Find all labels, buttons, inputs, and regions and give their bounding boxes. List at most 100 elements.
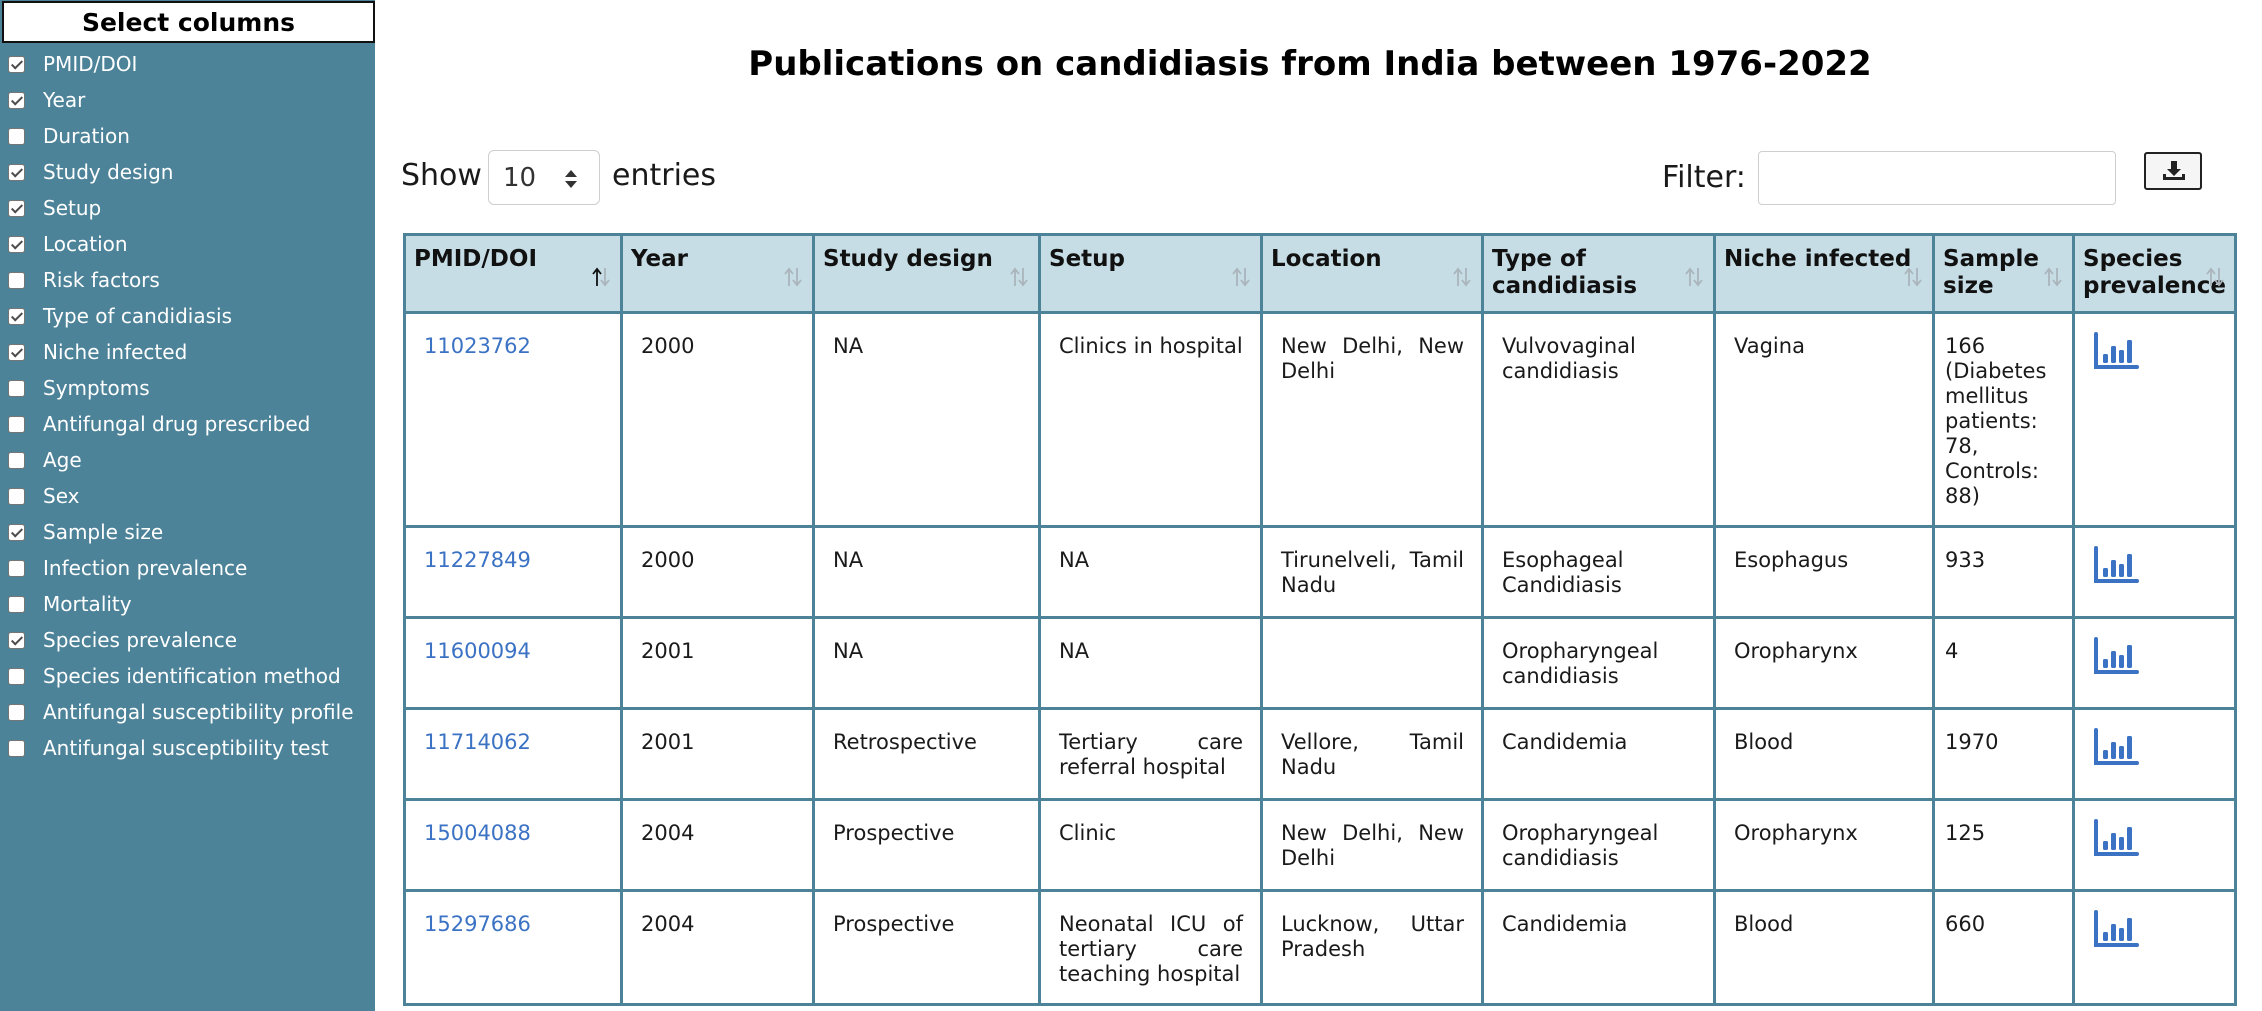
column-toggle-item[interactable]: Age (0, 442, 354, 478)
column-header[interactable]: Study design (812, 233, 1041, 314)
sort-icon[interactable] (2206, 266, 2224, 295)
column-toggle-item[interactable]: Location (0, 226, 354, 262)
column-checkbox[interactable] (8, 307, 25, 325)
column-checkbox[interactable] (8, 55, 25, 73)
column-checkbox[interactable] (8, 235, 25, 253)
column-toggle-item[interactable]: Year (0, 82, 354, 118)
table-body: 11023762 2000 NA Clinics in hospital New Del… (403, 311, 2237, 1006)
column-header[interactable]: Location (1260, 233, 1484, 314)
column-toggle-label: Species prevalence (43, 628, 238, 652)
entries-per-page-select[interactable]: 10 (488, 150, 600, 205)
pmid-link[interactable]: 11600094 (424, 639, 531, 663)
column-checkbox[interactable] (8, 523, 25, 541)
column-toggle-item[interactable]: Study design (0, 154, 354, 190)
column-toggle-item[interactable]: Antifungal susceptibility test (0, 730, 354, 766)
column-toggle-item[interactable]: Sample size (0, 514, 354, 550)
column-checkbox[interactable] (8, 343, 25, 361)
cell-niche: Esophagus (1713, 525, 1935, 619)
pmid-link[interactable]: 11227849 (424, 548, 531, 572)
column-toggle-item[interactable]: Duration (0, 118, 354, 154)
cell-location (1260, 616, 1484, 710)
column-checkbox[interactable] (8, 415, 25, 433)
column-toggle-item[interactable]: Antifungal susceptibility profile (0, 694, 354, 730)
column-toggle-label: Symptoms (43, 376, 150, 400)
sort-icon[interactable] (1685, 266, 1703, 295)
column-header[interactable]: Species prevalence (2072, 233, 2237, 314)
column-header-label: Setup (1049, 246, 1125, 272)
column-toggle-item[interactable]: Infection prevalence (0, 550, 354, 586)
column-toggle-label: Age (43, 448, 82, 472)
column-header[interactable]: Type of candidiasis (1481, 233, 1716, 314)
sort-icon[interactable] (1010, 266, 1028, 295)
bar-chart-icon[interactable] (2093, 819, 2220, 865)
column-toggle-label: Setup (43, 196, 102, 220)
page-title: Publications on candidiasis from India b… (748, 44, 1872, 84)
sort-icon[interactable] (2044, 266, 2062, 295)
pmid-link[interactable]: 11714062 (424, 730, 531, 754)
cell-sample: 660 (1932, 889, 2075, 1006)
cell-pmid: 11227849 (403, 525, 623, 619)
cell-design: NA (812, 616, 1041, 710)
cell-setup: Neonatal ICU of tertiary care teaching h… (1038, 889, 1263, 1006)
column-toggle-item[interactable]: Type of candidiasis (0, 298, 354, 334)
bar-chart-icon[interactable] (2093, 910, 2220, 956)
column-checkbox[interactable] (8, 559, 25, 577)
column-checkbox[interactable] (8, 739, 25, 757)
column-toggle-label: Duration (43, 124, 130, 148)
column-header-label: Year (631, 246, 689, 272)
sort-icon[interactable] (784, 266, 802, 295)
column-toggle-item[interactable]: Antifungal drug prescribed (0, 406, 354, 442)
sort-icon[interactable] (1904, 266, 1922, 295)
bar-chart-icon[interactable] (2093, 637, 2220, 683)
cell-year: 2004 (620, 798, 815, 892)
spinner-up-icon (565, 170, 577, 177)
column-checkbox[interactable] (8, 631, 25, 649)
cell-location: Vellore, Tamil Nadu (1260, 707, 1484, 801)
column-checkbox[interactable] (8, 451, 25, 469)
cell-setup: Clinic (1038, 798, 1263, 892)
pmid-link[interactable]: 11023762 (424, 334, 531, 358)
column-checkbox[interactable] (8, 199, 25, 217)
cell-pmid: 15004088 (403, 798, 623, 892)
column-header-label: Location (1271, 246, 1382, 272)
column-toggle-item[interactable]: Niche infected (0, 334, 354, 370)
column-toggle-item[interactable]: Symptoms (0, 370, 354, 406)
column-toggle-item[interactable]: Setup (0, 190, 354, 226)
column-toggle-item[interactable]: Sex (0, 478, 354, 514)
column-toggle-item[interactable]: PMID/DOI (0, 46, 354, 82)
column-checkbox[interactable] (8, 703, 25, 721)
pmid-link[interactable]: 15004088 (424, 821, 531, 845)
column-toggle-item[interactable]: Species identification method (0, 658, 354, 694)
table-header-row: PMID/DOI Year Study design Setup Locatio… (403, 233, 2237, 314)
column-checkbox[interactable] (8, 487, 25, 505)
column-toggle-label: Risk factors (43, 268, 160, 292)
pmid-link[interactable]: 15297686 (424, 912, 531, 936)
column-toggle-label: Niche infected (43, 340, 188, 364)
column-header[interactable]: PMID/DOI (403, 233, 623, 314)
column-toggle-item[interactable]: Risk factors (0, 262, 354, 298)
column-header[interactable]: Sample size (1932, 233, 2075, 314)
column-checkbox[interactable] (8, 595, 25, 613)
column-header[interactable]: Niche infected (1713, 233, 1935, 314)
sort-icon[interactable] (1453, 266, 1471, 295)
column-checkbox[interactable] (8, 91, 25, 109)
column-checkbox[interactable] (8, 127, 25, 145)
sort-icon[interactable] (592, 266, 610, 295)
column-toggle-item[interactable]: Species prevalence (0, 622, 354, 658)
column-header[interactable]: Setup (1038, 233, 1263, 314)
column-checkbox[interactable] (8, 163, 25, 181)
column-checkbox[interactable] (8, 271, 25, 289)
sort-icon[interactable] (1232, 266, 1250, 295)
cell-year: 2001 (620, 616, 815, 710)
column-checkbox[interactable] (8, 379, 25, 397)
column-checkbox[interactable] (8, 667, 25, 685)
cell-type: Oropharyngeal candidiasis (1481, 798, 1716, 892)
bar-chart-icon[interactable] (2093, 546, 2220, 592)
bar-chart-icon[interactable] (2093, 728, 2220, 774)
column-toggle-item[interactable]: Mortality (0, 586, 354, 622)
filter-input[interactable] (1758, 151, 2116, 205)
column-header[interactable]: Year (620, 233, 815, 314)
download-button[interactable] (2144, 152, 2202, 190)
column-header-label: Study design (823, 246, 993, 272)
bar-chart-icon[interactable] (2093, 332, 2220, 378)
